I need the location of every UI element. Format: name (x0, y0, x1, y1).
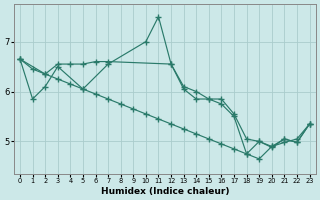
X-axis label: Humidex (Indice chaleur): Humidex (Indice chaleur) (100, 187, 229, 196)
